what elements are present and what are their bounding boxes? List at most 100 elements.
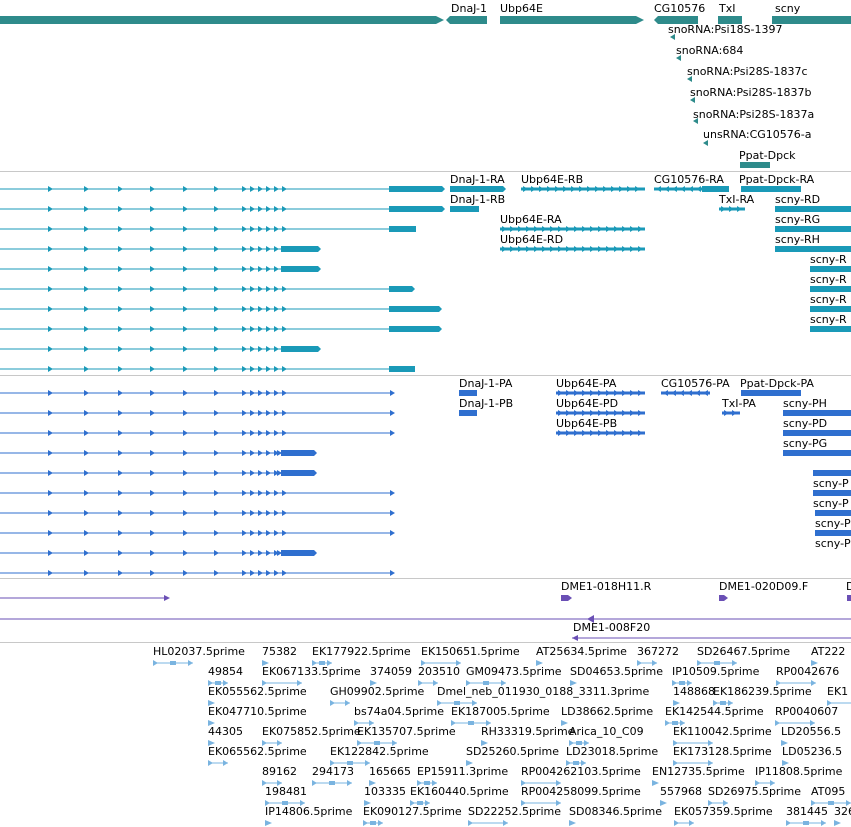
exon-block[interactable] (810, 266, 851, 272)
transcript-label[interactable]: scny-RG (775, 213, 821, 226)
transcript-label[interactable]: Ubp64E-RA (500, 213, 562, 226)
est-label[interactable]: SD26975.5prime (708, 785, 801, 798)
est-glyph[interactable] (781, 740, 788, 746)
est-label[interactable]: LD23018.5prime (566, 745, 659, 758)
gene-bar[interactable] (772, 16, 851, 24)
est-glyph[interactable] (370, 680, 377, 686)
est-label[interactable]: 557968 (660, 785, 702, 798)
exon-block[interactable] (573, 761, 579, 765)
protein-label[interactable]: scny-PG (783, 437, 828, 450)
transcript-label[interactable]: scny-RD (775, 193, 821, 206)
exon-block[interactable] (775, 226, 851, 232)
est-label[interactable]: EP15911.3prime (417, 765, 509, 778)
est-glyph[interactable] (660, 800, 667, 806)
est-glyph[interactable] (834, 820, 841, 826)
exon-block[interactable] (281, 470, 317, 476)
exon-block[interactable] (389, 226, 416, 232)
gene-bar[interactable] (500, 16, 644, 24)
ncrna-label[interactable]: Ppat-Dpck (739, 149, 796, 162)
exon-block[interactable] (810, 286, 851, 292)
ncrna-glyph[interactable] (687, 76, 692, 82)
est-label[interactable]: IP14806.5prime (265, 805, 353, 818)
exon-block[interactable] (500, 227, 645, 231)
exon-block[interactable] (281, 450, 317, 456)
est-glyph[interactable] (811, 660, 818, 666)
est-label[interactable]: EK187005.5prime (451, 705, 550, 718)
exon-block[interactable] (389, 306, 442, 312)
protein-label[interactable]: Ppat-Dpck-PA (740, 377, 814, 390)
exon-block[interactable] (813, 490, 851, 496)
ncrna-label[interactable]: unsRNA:CG10576-a (703, 128, 812, 141)
est-glyph[interactable] (673, 700, 680, 706)
exon-block[interactable] (459, 390, 477, 396)
exon-block[interactable] (281, 550, 317, 556)
est-label[interactable]: RP0042676 (776, 665, 840, 678)
protein-label[interactable]: scny-PD (783, 417, 828, 430)
est-label[interactable]: EK160440.5prime (410, 785, 509, 798)
transcript-label[interactable]: scny-R (810, 313, 847, 326)
exon-block[interactable] (828, 801, 834, 805)
ncrna-glyph[interactable] (690, 97, 695, 103)
clone-label[interactable]: DME1-020D09.F (719, 580, 809, 593)
exon-block[interactable] (783, 450, 851, 456)
ncrna-label[interactable]: snoRNA:684 (676, 44, 744, 57)
exon-block[interactable] (714, 661, 720, 665)
est-glyph[interactable] (561, 720, 568, 726)
ncrna-label[interactable]: snoRNA:Psi28S-1837b (690, 86, 812, 99)
est-glyph[interactable] (481, 740, 488, 746)
est-label[interactable]: LD05236.5 (782, 745, 843, 758)
protein-label[interactable]: Ubp64E-PB (556, 417, 618, 430)
est-label[interactable]: RP004258099.5prime (521, 785, 641, 798)
clone-glyph[interactable] (561, 595, 572, 601)
exon-block[interactable] (319, 661, 325, 665)
est-label[interactable]: Dmel_neb_011930_0188_3311.3prime (437, 685, 650, 698)
est-label[interactable]: 89162 (262, 765, 297, 778)
exon-block[interactable] (815, 530, 851, 536)
protein-label[interactable]: scny-PH (783, 397, 827, 410)
est-label[interactable]: EK067133.5prime (262, 665, 361, 678)
exon-block[interactable] (417, 801, 423, 805)
transcript-label[interactable]: Ubp64E-RB (521, 173, 584, 186)
est-label[interactable]: SD25260.5prime (466, 745, 559, 758)
est-glyph[interactable] (369, 780, 376, 786)
exon-block[interactable] (450, 206, 479, 212)
exon-block[interactable] (679, 681, 685, 685)
est-glyph[interactable] (265, 820, 272, 826)
clone-label[interactable]: DME1-018H11.R (561, 580, 652, 593)
est-label[interactable]: 75382 (262, 645, 297, 658)
exon-block[interactable] (281, 346, 321, 352)
exon-block[interactable] (783, 430, 851, 436)
protein-label[interactable]: DnaJ-1-PB (459, 397, 514, 410)
transcript-label[interactable]: TxI-RA (719, 193, 755, 206)
est-label[interactable]: EK135707.5prime (357, 725, 456, 738)
est-label[interactable]: GH09902.5prime (330, 685, 425, 698)
est-label[interactable]: 367272 (637, 645, 679, 658)
exon-block[interactable] (374, 741, 380, 745)
est-label[interactable]: 294173 (312, 765, 354, 778)
exon-block[interactable] (775, 206, 851, 212)
exon-block[interactable] (329, 781, 335, 785)
exon-block[interactable] (722, 411, 740, 415)
est-glyph[interactable] (536, 660, 543, 666)
est-label[interactable]: EK1 (827, 685, 849, 698)
est-label[interactable]: EK177922.5prime (312, 645, 411, 658)
exon-block[interactable] (483, 681, 489, 685)
exon-block[interactable] (170, 661, 176, 665)
gene-label[interactable]: CG10576 (654, 2, 706, 15)
protein-label[interactable]: scny-P (813, 497, 849, 510)
protein-label[interactable]: Ubp64E-PA (556, 377, 617, 390)
exon-block[interactable] (556, 411, 645, 415)
exon-block[interactable] (803, 821, 809, 825)
protein-label[interactable]: Ubp64E-PD (556, 397, 619, 410)
exon-block[interactable] (347, 761, 353, 765)
est-label[interactable]: 103335 (364, 785, 406, 798)
est-label[interactable]: RP0040607 (775, 705, 839, 718)
exon-block[interactable] (282, 801, 288, 805)
est-label[interactable]: EK090127.5prime (363, 805, 462, 818)
clone-glyph[interactable] (847, 595, 851, 601)
est-label[interactable]: 374059 (370, 665, 412, 678)
transcript-label[interactable]: Ppat-Dpck-RA (739, 173, 815, 186)
ncrna-glyph[interactable] (693, 118, 698, 124)
est-label[interactable]: RP004262103.5prime (521, 765, 641, 778)
exon-block[interactable] (500, 247, 645, 251)
